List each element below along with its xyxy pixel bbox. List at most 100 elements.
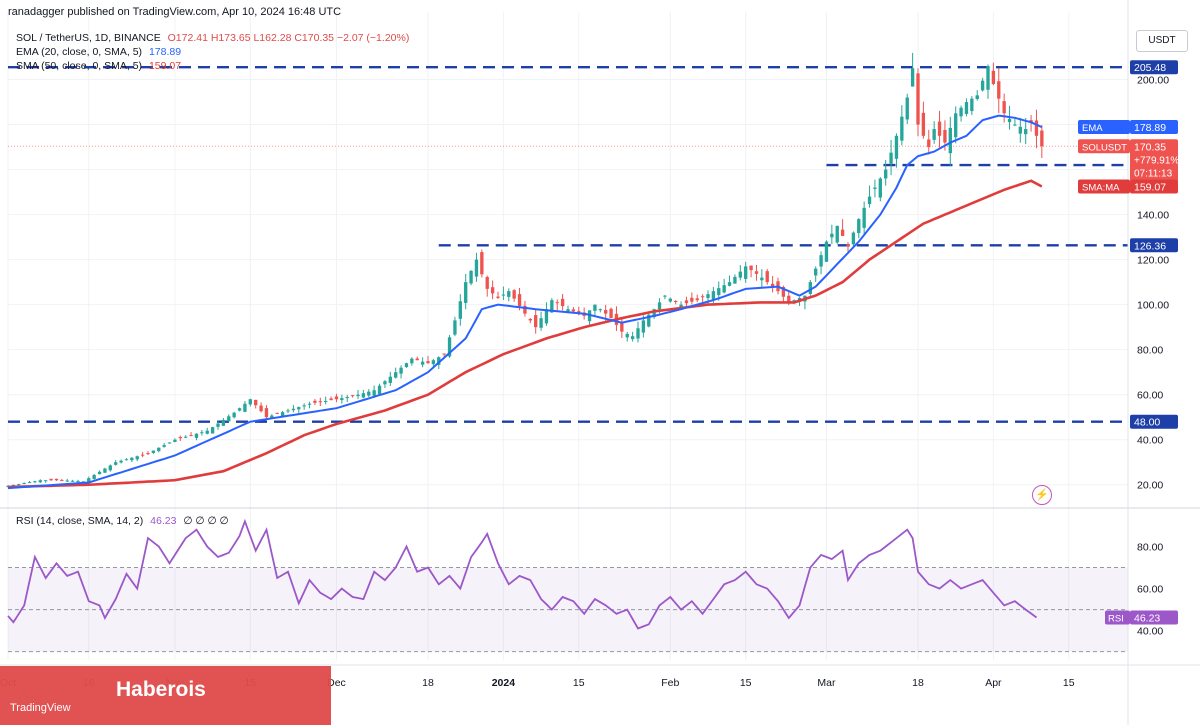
candle-body bbox=[33, 481, 37, 483]
legend-ema[interactable]: EMA (20, close, 0, SMA, 5) 178.89 bbox=[16, 46, 181, 58]
time-tick-label: 15 bbox=[740, 677, 752, 689]
candle-body bbox=[302, 405, 306, 407]
candle-body bbox=[647, 314, 651, 327]
price-tick-label: 140.00 bbox=[1137, 210, 1169, 222]
publisher-line: ranadagger published on TradingView.com,… bbox=[8, 6, 342, 18]
watermark-banner bbox=[0, 666, 331, 725]
candle-body bbox=[237, 408, 242, 411]
candle-body bbox=[442, 353, 446, 355]
tradingview-logo: TradingView bbox=[10, 702, 71, 714]
candle-body bbox=[932, 129, 936, 140]
support-resistance-levels bbox=[8, 65, 1128, 423]
candle-body bbox=[54, 478, 59, 481]
candle-body bbox=[151, 450, 156, 453]
candle-body bbox=[668, 298, 672, 302]
candle-body bbox=[684, 300, 689, 304]
time-tick-label: 18 bbox=[422, 677, 434, 689]
candle-body bbox=[297, 407, 301, 410]
candle-body bbox=[900, 116, 904, 141]
candle-body bbox=[291, 408, 296, 411]
candle-body bbox=[528, 319, 532, 321]
candle-body bbox=[1018, 126, 1022, 134]
level-tag-bg bbox=[1130, 414, 1178, 429]
rsi-value-tag: 46.23 bbox=[1134, 612, 1160, 624]
level-tag-bg bbox=[1130, 238, 1178, 253]
candle-body bbox=[964, 102, 969, 114]
candle-body bbox=[501, 294, 506, 296]
currency-button[interactable]: USDT bbox=[1136, 30, 1188, 52]
candle-body bbox=[420, 361, 425, 365]
candle-body bbox=[544, 309, 549, 324]
candle-body bbox=[819, 255, 823, 267]
candle-body bbox=[523, 305, 527, 314]
candle-body bbox=[81, 481, 86, 483]
candle-body bbox=[324, 400, 328, 402]
candle-body bbox=[555, 302, 559, 304]
candle-body bbox=[108, 465, 112, 471]
candle-body bbox=[507, 291, 511, 297]
candle-body bbox=[830, 233, 834, 238]
candle-body bbox=[49, 478, 53, 481]
candle-body bbox=[808, 282, 812, 294]
candle-body bbox=[851, 232, 856, 245]
candle-body bbox=[361, 393, 366, 398]
candle-body bbox=[679, 304, 683, 308]
candle-body bbox=[1040, 130, 1044, 147]
rsi-label-tag-bg bbox=[1105, 610, 1130, 625]
legend-sma[interactable]: SMA (50, close, 0, SMA, 5) 159.07 bbox=[16, 60, 181, 72]
time-tick-label: Mar bbox=[817, 677, 836, 689]
candle-body bbox=[146, 453, 150, 455]
candle-body bbox=[243, 403, 247, 412]
candle-body bbox=[92, 474, 96, 479]
time-tick-label: 18 bbox=[912, 677, 924, 689]
candle-body bbox=[674, 301, 678, 303]
candle-body bbox=[970, 98, 974, 112]
price-tick-label: 40.00 bbox=[1137, 435, 1163, 447]
candle-body bbox=[437, 357, 441, 365]
time-tick-label: Dec bbox=[327, 677, 346, 689]
candle-body bbox=[399, 367, 403, 374]
lightning-icon[interactable]: ⚡ bbox=[1032, 485, 1052, 505]
candle-body bbox=[157, 447, 161, 452]
indicator-lines bbox=[7, 114, 1043, 630]
candle-body bbox=[205, 430, 209, 434]
candle-body bbox=[1002, 101, 1006, 114]
rsi-label: RSI (14, close, SMA, 14, 2) bbox=[16, 515, 144, 527]
candle-body bbox=[1029, 120, 1033, 123]
candle-body bbox=[781, 286, 786, 297]
candle-body bbox=[954, 113, 958, 138]
candle-body bbox=[22, 483, 26, 485]
candle-body bbox=[97, 471, 102, 475]
price-label-tag-bg bbox=[1078, 139, 1130, 154]
candle-body bbox=[490, 287, 495, 294]
indicator-value-tag-bg bbox=[1130, 120, 1178, 135]
current-price-countdown: 07:11:13 bbox=[1134, 168, 1173, 179]
candle-body bbox=[334, 396, 339, 400]
candle-body bbox=[469, 270, 473, 284]
candle-body bbox=[948, 127, 952, 154]
candle-body bbox=[700, 296, 705, 298]
time-tick-label: 15 bbox=[1063, 677, 1075, 689]
legend-rsi[interactable]: RSI (14, close, SMA, 14, 2) 46.23 ∅ ∅ ∅ … bbox=[16, 515, 229, 527]
candle-body bbox=[652, 309, 656, 318]
rsi-extra: ∅ ∅ ∅ ∅ bbox=[183, 515, 229, 527]
candle-body bbox=[846, 244, 850, 247]
banner-text: Haberois bbox=[116, 678, 206, 701]
legend-symbol: SOL / TetherUS, 1D, BINANCE O172.41 H173… bbox=[16, 32, 409, 44]
candle-body bbox=[119, 460, 123, 463]
candle-body bbox=[975, 95, 979, 99]
sma-value: 159.07 bbox=[148, 60, 182, 72]
candle-body bbox=[873, 187, 877, 189]
candle-body bbox=[135, 456, 139, 460]
candle-body bbox=[178, 437, 182, 439]
candle-body bbox=[889, 152, 893, 164]
candle-body bbox=[431, 360, 436, 365]
level-tag: 205.48 bbox=[1134, 62, 1166, 74]
candle-body bbox=[539, 318, 543, 328]
rsi-line bbox=[7, 518, 1038, 630]
price-label-tag: SOLUSDT bbox=[1082, 142, 1127, 153]
candle-body bbox=[227, 416, 231, 422]
indicator-value-tag: 159.07 bbox=[1134, 181, 1166, 193]
time-tick-label: 15 bbox=[573, 677, 585, 689]
candle-body bbox=[927, 139, 931, 148]
